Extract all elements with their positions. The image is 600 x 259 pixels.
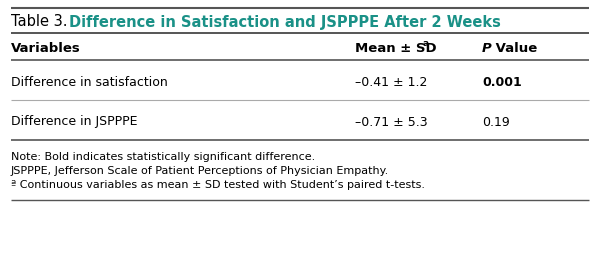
- Text: Table 3.: Table 3.: [11, 15, 72, 30]
- Text: P: P: [482, 41, 492, 54]
- Text: ª Continuous variables as mean ± SD tested with Student’s paired t-tests.: ª Continuous variables as mean ± SD test…: [11, 180, 425, 190]
- Text: –0.41 ± 1.2: –0.41 ± 1.2: [355, 76, 427, 89]
- Text: 0.001: 0.001: [482, 76, 522, 89]
- Text: a: a: [423, 39, 429, 47]
- Text: Difference in Satisfaction and JSPPPE After 2 Weeks: Difference in Satisfaction and JSPPPE Af…: [69, 15, 501, 30]
- Text: JSPPPE, Jefferson Scale of Patient Perceptions of Physician Empathy.: JSPPPE, Jefferson Scale of Patient Perce…: [11, 166, 389, 176]
- Text: Note: Bold indicates statistically significant difference.: Note: Bold indicates statistically signi…: [11, 152, 315, 162]
- Text: Variables: Variables: [11, 41, 81, 54]
- Text: Value: Value: [491, 41, 538, 54]
- Text: Mean ± SD: Mean ± SD: [355, 41, 437, 54]
- Text: Difference in satisfaction: Difference in satisfaction: [11, 76, 168, 89]
- Text: –0.71 ± 5.3: –0.71 ± 5.3: [355, 116, 428, 128]
- Text: Difference in JSPPPE: Difference in JSPPPE: [11, 116, 137, 128]
- Text: 0.19: 0.19: [482, 116, 510, 128]
